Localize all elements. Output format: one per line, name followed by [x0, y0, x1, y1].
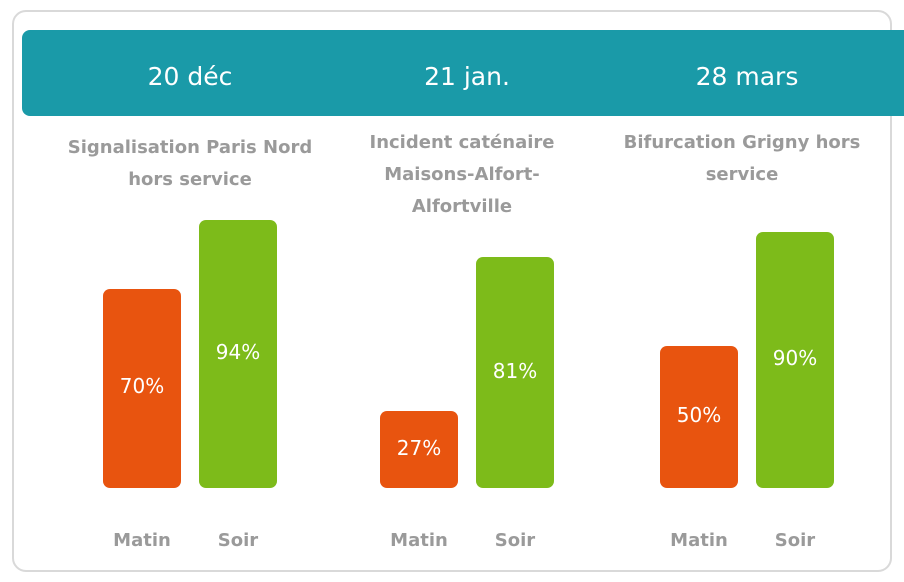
- chart-title: 21 jan.: [424, 62, 510, 91]
- category-label: Soir: [494, 530, 536, 551]
- value-label: 94%: [215, 340, 261, 365]
- bar: [199, 220, 277, 488]
- category-label: Soir: [774, 530, 816, 551]
- chart-subtitle: Bifurcation Grigny hors service: [623, 132, 861, 185]
- chart-title: 20 déc: [147, 62, 233, 91]
- bar: [660, 345, 738, 488]
- category-label: Soir: [217, 530, 259, 551]
- value-label: 90%: [772, 345, 818, 370]
- header-band: [22, 30, 904, 116]
- value-label: 81%: [492, 358, 538, 383]
- bar: [380, 411, 458, 488]
- value-label: 27%: [396, 435, 442, 460]
- bar: [103, 288, 181, 488]
- category-label: Matin: [113, 530, 171, 551]
- value-label: 70%: [119, 374, 165, 399]
- chart-subtitle: Incident caténaire Maisons-Alfort-Alfort…: [369, 132, 555, 217]
- value-label: 50%: [676, 402, 722, 427]
- bar: [756, 231, 834, 488]
- category-label: Matin: [390, 530, 448, 551]
- category-label: Matin: [670, 530, 728, 551]
- chart-subtitle: Signalisation Paris Nord hors service: [67, 137, 313, 190]
- chart-title: 28 mars: [695, 62, 799, 91]
- bar: [476, 257, 554, 488]
